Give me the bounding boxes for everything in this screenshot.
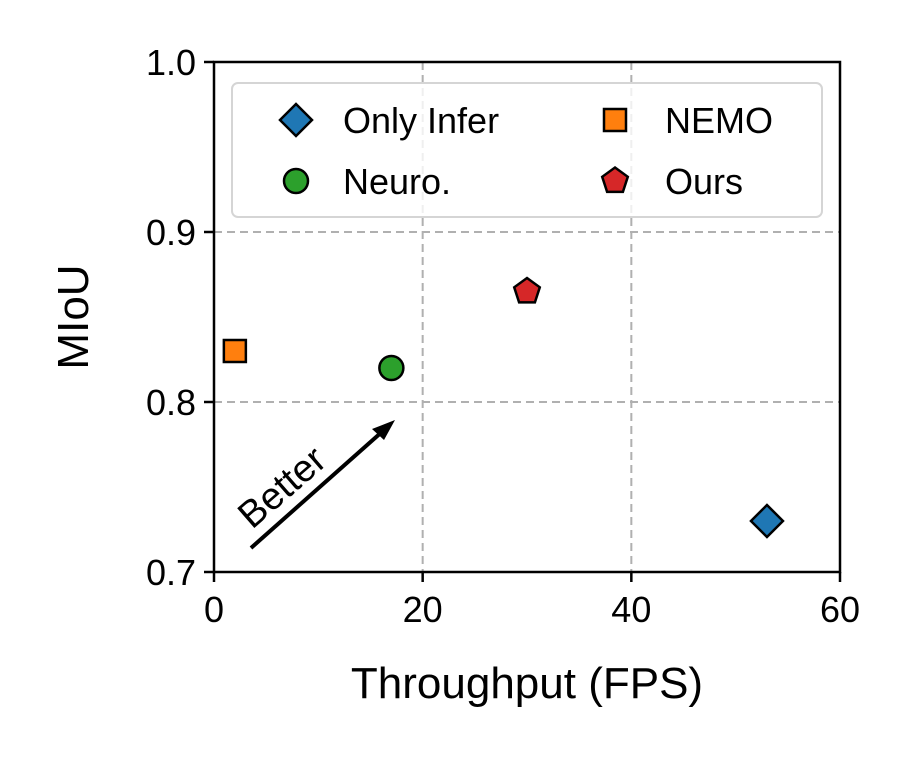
x-tick-label: 0 (204, 589, 224, 630)
data-points (222, 276, 785, 539)
x-axis-title: Throughput (FPS) (351, 659, 703, 708)
x-tick-label: 20 (403, 589, 443, 630)
better-annotation: Better (230, 420, 395, 550)
better-arrow-head (372, 420, 395, 440)
legend: Only Infer NEMO Neuro. Ours (231, 82, 823, 218)
legend-label-only-infer: Only Infer (343, 100, 499, 141)
plot-frame (212, 60, 842, 574)
point-nemo (222, 338, 248, 364)
y-axis-title: MIoU (49, 264, 98, 369)
x-tick-label: 60 (820, 589, 860, 630)
legend-marker-only-infer (278, 102, 314, 138)
point-ours (512, 276, 542, 304)
legend-marker-ours (600, 165, 630, 194)
legend-marker-neuro (282, 167, 310, 195)
legend-label-nemo: NEMO (665, 100, 773, 141)
y-tick-label: 1.0 (146, 42, 196, 83)
y-tick-label: 0.9 (146, 212, 196, 253)
y-tick-label: 0.7 (146, 552, 196, 593)
better-arrow (249, 428, 386, 550)
legend-label-ours: Ours (665, 161, 743, 202)
legend-frame (231, 82, 823, 218)
legend-marker-nemo (602, 107, 628, 133)
legend-label-neuro: Neuro. (343, 161, 451, 202)
point-only-infer (749, 503, 785, 539)
x-tick-label: 40 (611, 589, 651, 630)
point-neuro (378, 354, 405, 382)
y-tick-label: 0.8 (146, 382, 196, 423)
axis-ticks: 0 20 40 60 0.7 0.8 0.9 1.0 (146, 42, 860, 630)
